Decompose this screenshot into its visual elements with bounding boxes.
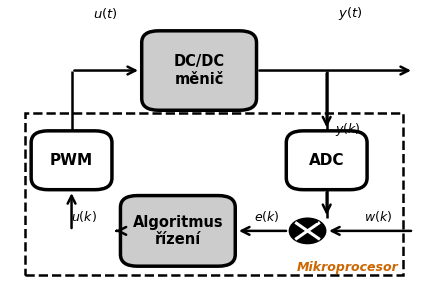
Text: $e(k)$: $e(k)$ <box>254 208 280 224</box>
FancyBboxPatch shape <box>120 196 235 266</box>
Text: $y(t)$: $y(t)$ <box>338 5 363 22</box>
Text: Mikroprocesor: Mikroprocesor <box>297 260 399 274</box>
Text: $u(t)$: $u(t)$ <box>93 6 118 21</box>
Circle shape <box>290 219 325 243</box>
Text: −: − <box>309 216 319 229</box>
Bar <box>25 113 403 275</box>
Text: ADC: ADC <box>309 153 345 168</box>
Text: Algoritmus
řízení: Algoritmus řízení <box>133 215 223 247</box>
Text: $w(k)$: $w(k)$ <box>364 208 392 224</box>
Text: $y(k)$: $y(k)$ <box>335 121 361 138</box>
FancyBboxPatch shape <box>142 31 256 110</box>
Text: $u(k)$: $u(k)$ <box>71 208 97 224</box>
Text: PWM: PWM <box>50 153 93 168</box>
Text: DC/DC
měnič: DC/DC měnič <box>174 54 225 87</box>
FancyBboxPatch shape <box>286 131 367 190</box>
FancyBboxPatch shape <box>31 131 112 190</box>
